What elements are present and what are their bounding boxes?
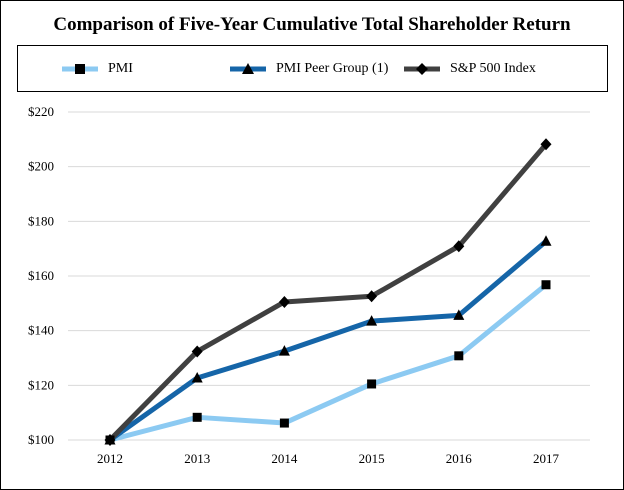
data-point-pmi [192,412,202,422]
legend-swatch-pmi [62,63,98,74]
legend-item-pmi: PMI [60,46,133,91]
legend-swatch-sp500 [404,62,440,75]
x-tick-label: 2017 [533,451,560,466]
y-tick-label: $120 [28,377,54,392]
legend-label-sp500: S&P 500 Index [450,60,536,76]
data-point-sp500 [191,345,203,358]
y-tick-label: $160 [28,268,54,283]
data-point-peer [278,345,290,356]
data-point-pmi [454,351,464,361]
data-point-sp500 [278,295,290,308]
data-point-sp500 [453,240,465,253]
y-tick-label: $140 [28,323,54,338]
y-tick-label: $220 [28,104,54,119]
data-point-pmi [541,280,551,290]
y-tick-label: $180 [28,213,54,228]
data-point-peer [191,371,203,383]
x-tick-label: 2015 [359,451,385,466]
legend: PMI PMI Peer Group (1) S&P 500 Index [17,45,608,92]
x-tick-label: 2013 [184,451,210,466]
data-point-sp500 [366,290,378,303]
legend-label-pmi: PMI [108,60,133,76]
legend-label-peer: PMI Peer Group (1) [276,60,389,76]
y-tick-label: $100 [28,432,54,447]
x-tick-label: 2014 [271,451,298,466]
x-tick-label: 2016 [446,451,473,466]
data-point-pmi [279,418,289,428]
legend-swatch-peer [230,62,266,74]
data-point-sp500 [104,434,116,446]
legend-item-sp500: S&P 500 Index [402,46,536,91]
data-point-sp500 [540,138,552,151]
data-point-pmi [367,379,377,389]
data-point-peer [540,235,552,246]
data-point-peer [453,309,465,320]
x-tick-label: 2012 [97,451,123,466]
data-point-peer [366,315,378,326]
chart-title: Comparison of Five-Year Cumulative Total… [53,14,571,35]
series-line-peer [107,238,549,443]
y-tick-label: $200 [28,159,54,174]
series-line-pmi [107,282,549,443]
series-line-sp500 [107,141,549,443]
legend-item-peer: PMI Peer Group (1) [228,46,388,91]
